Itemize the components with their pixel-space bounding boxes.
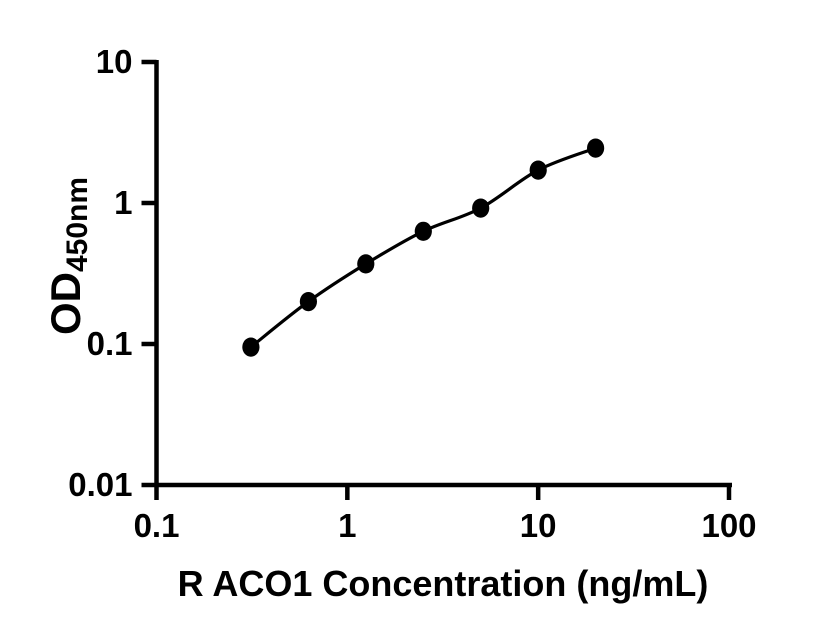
axis-spines [154,60,732,488]
data-point [242,337,260,357]
data-point [414,221,432,241]
y-axis-title-main: OD [42,272,89,335]
x-tick-label: 1 [338,507,356,544]
data-point [472,198,490,218]
data-point [299,292,317,312]
data-point [587,138,605,158]
fit-curve [249,146,597,349]
y-tick-label: 0.1 [87,325,133,362]
y-axis-title-subscript: 450nm [61,177,94,272]
x-tick-label: 0.1 [134,507,180,544]
data-point [529,160,547,180]
y-tick-label: 0.01 [68,466,132,503]
y-axis-title: OD450nm [42,177,94,335]
x-tick-label: 100 [701,507,756,544]
x-tick-label: 10 [520,507,557,544]
y-tick-label: 10 [96,43,133,80]
y-tick-label: 1 [114,184,132,221]
x-axis-title: R ACO1 Concentration (ng/mL) [178,563,709,604]
data-point [357,254,375,274]
